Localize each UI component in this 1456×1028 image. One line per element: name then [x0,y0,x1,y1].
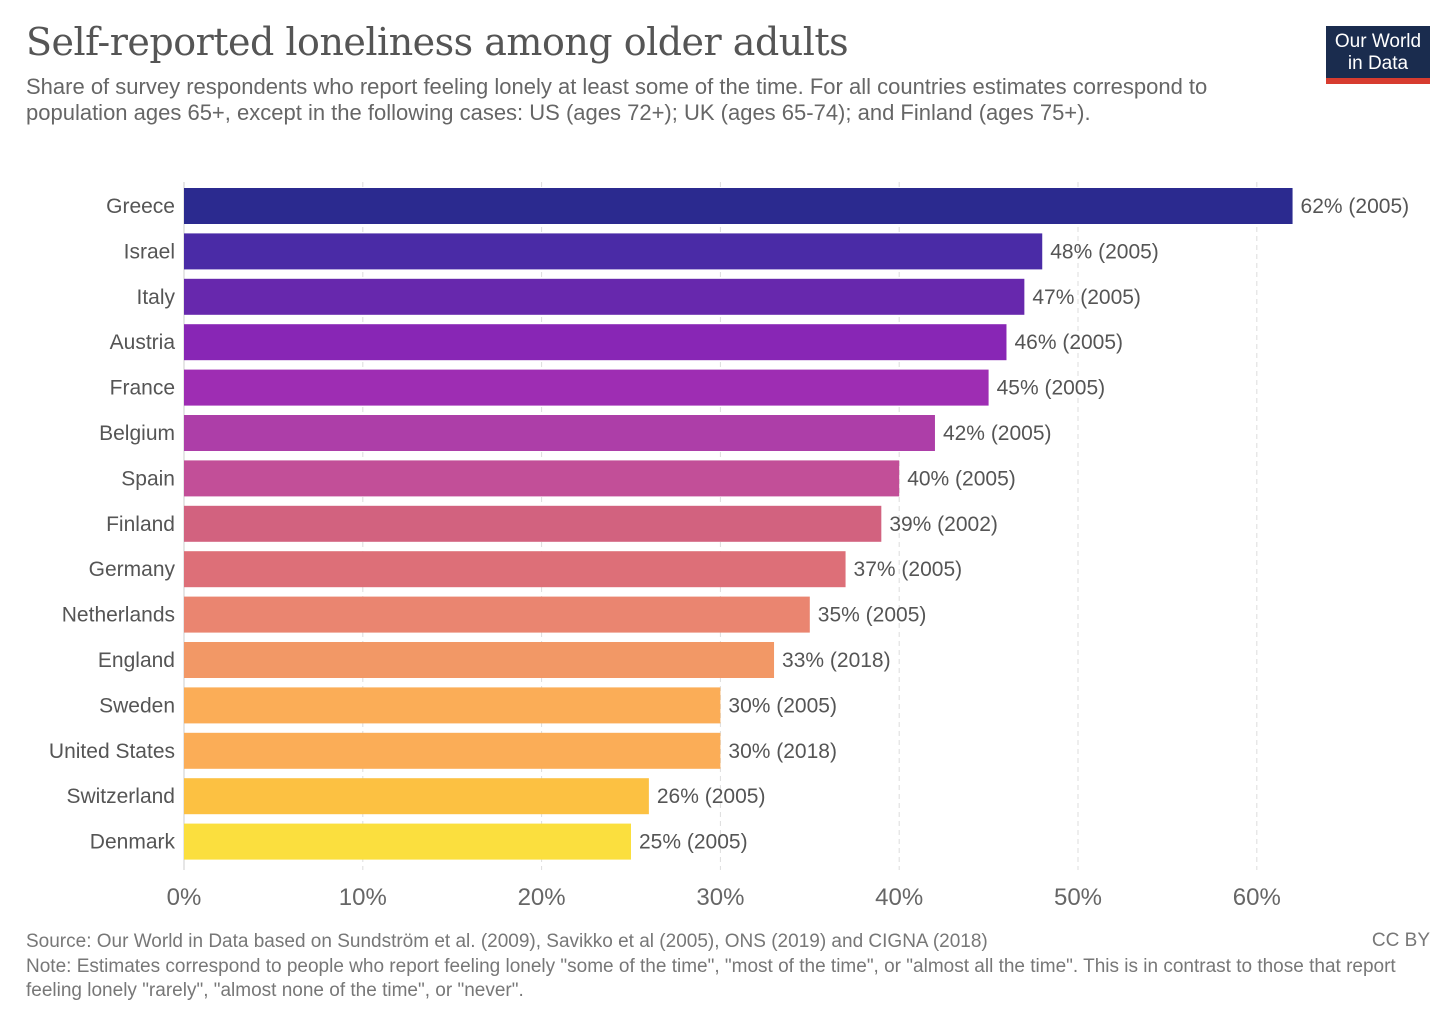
category-label: Netherlands [62,604,175,627]
bar-netherlands[interactable] [184,596,810,633]
chart-title: Self-reported loneliness among older adu… [26,20,849,64]
value-label: 30% (2018) [728,740,837,763]
bar-italy[interactable] [184,278,1025,315]
category-label: Greece [106,195,175,218]
category-label: Spain [121,467,175,490]
x-tick-label: 0% [167,884,202,911]
value-label: 30% (2005) [728,694,837,717]
category-label: Italy [136,286,175,309]
owid-logo[interactable]: Our World in Data [1326,26,1430,84]
category-label: Belgium [99,422,175,445]
x-tick-label: 30% [696,884,744,911]
chart-subtitle: Share of survey respondents who report f… [26,74,1208,125]
value-label: 39% (2002) [889,513,998,536]
category-label: England [98,649,175,672]
bar-chart: 0% 10% 20% 30% 40% 50% 60% Greece 62% (2005) Isra… [49,182,1410,911]
bar-austria[interactable] [184,324,1007,361]
logo-line-1: Our World [1334,31,1422,52]
category-label: Germany [89,558,176,581]
category-label: Switzerland [66,785,175,808]
category-label: Israel [124,240,175,263]
category-label: Finland [106,513,175,536]
logo-line-2: in Data [1347,53,1409,74]
bar-finland[interactable] [184,505,882,542]
value-label: 47% (2005) [1032,286,1141,309]
bar-germany[interactable] [184,551,846,588]
value-label: 35% (2005) [818,604,927,627]
value-label: 46% (2005) [1014,331,1123,354]
category-label: France [110,377,175,400]
bar-sweden[interactable] [184,687,721,724]
x-tick-label: 50% [1054,884,1102,911]
value-label: 33% (2018) [782,649,891,672]
license-link[interactable]: CC BY [1371,930,1430,951]
value-label: 62% (2005) [1301,195,1410,218]
category-label: Denmark [90,831,176,854]
category-label: Austria [110,331,176,354]
x-tick-label: 20% [518,884,566,911]
bar-switzerland[interactable] [184,778,649,815]
value-label: 26% (2005) [657,785,766,808]
bar-france[interactable] [184,369,989,406]
x-tick-label: 10% [339,884,387,911]
source-note: Source: Our World in Data based on Sunds… [26,931,988,952]
value-label: 40% (2005) [907,467,1016,490]
value-label: 25% (2005) [639,831,748,854]
value-label: 48% (2005) [1050,240,1159,263]
x-tick-label: 40% [875,884,923,911]
footnote: Note: Estimates correspond to people who… [26,956,1396,1001]
value-label: 37% (2005) [854,558,963,581]
category-label: United States [49,740,175,763]
bar-spain[interactable] [184,460,900,497]
bar-denmark[interactable] [184,823,631,860]
bar-england[interactable] [184,642,775,678]
bar-israel[interactable] [184,233,1043,270]
x-tick-label: 60% [1233,884,1281,911]
bar-belgium[interactable] [184,415,935,451]
category-label: Sweden [99,694,175,717]
bar-greece[interactable] [184,188,1293,224]
value-label: 42% (2005) [943,422,1052,445]
bar-united-states[interactable] [184,732,721,769]
value-label: 45% (2005) [997,377,1106,400]
